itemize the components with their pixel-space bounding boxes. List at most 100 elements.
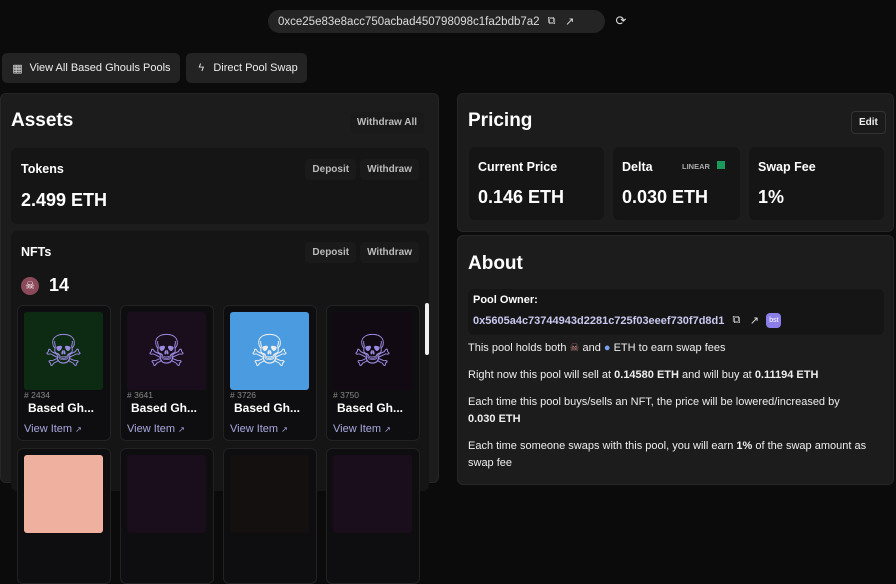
- delta-text: Each time this pool buys/sells an NFT, t…: [468, 394, 888, 428]
- tokens-deposit-button[interactable]: Deposit: [305, 159, 357, 180]
- tokens-value: 2.499 ETH: [21, 190, 108, 210]
- current-price-card: Current Price 0.146 ETH: [469, 147, 604, 220]
- nfts-actions: Deposit Withdraw: [305, 242, 419, 263]
- external-link-icon[interactable]: ↗: [749, 315, 759, 327]
- delta-value: 0.030 ETH: [622, 187, 709, 207]
- fee-a: Each time someone swaps with this pool, …: [468, 440, 734, 452]
- pricing-title: Pricing: [468, 110, 533, 131]
- view-all-label: View All Based Ghouls Pools: [29, 62, 171, 74]
- tokens-card: Tokens Deposit Withdraw 2.499 ETH: [11, 148, 429, 224]
- nft-tile[interactable]: [120, 448, 214, 584]
- view-item-link[interactable]: View Item ↗: [333, 423, 391, 435]
- copy-icon[interactable]: ⧉: [732, 314, 741, 326]
- nft-image: ☠: [24, 312, 103, 390]
- withdraw-all-button[interactable]: Withdraw All: [349, 112, 424, 133]
- external-link-icon: ↗: [281, 425, 288, 434]
- price-text: Right now this pool will sell at 0.14580…: [468, 367, 888, 384]
- owner-badge[interactable]: bst: [766, 313, 782, 328]
- nft-id: # 3750: [333, 390, 359, 400]
- fee-b: of the swap: [755, 440, 812, 452]
- holds-c: ETH to earn swap fees: [613, 342, 726, 354]
- external-link-icon: ↗: [384, 425, 391, 434]
- price-a: Right now this pool will sell at: [468, 369, 612, 381]
- view-item-link[interactable]: View Item ↗: [127, 423, 185, 435]
- scrollbar[interactable]: [425, 303, 429, 355]
- fee-text: Each time someone swaps with this pool, …: [468, 438, 888, 472]
- external-link-icon: ↗: [75, 425, 82, 434]
- view-item-label: View Item: [127, 423, 176, 435]
- nfts-withdraw-button[interactable]: Withdraw: [360, 242, 419, 263]
- direct-pool-swap-button[interactable]: ϟ Direct Pool Swap: [186, 53, 307, 83]
- pricing-panel: Pricing Edit Current Price 0.146 ETH Del…: [457, 93, 894, 232]
- about-panel: About Pool Owner: 0x5605a4c73744943d2281…: [457, 235, 894, 485]
- view-item-label: View Item: [24, 423, 73, 435]
- nft-name: Based Gh...: [131, 401, 198, 415]
- edit-pricing-button[interactable]: Edit: [851, 111, 886, 134]
- collection-skull-icon: ☠: [21, 277, 39, 295]
- pool-owner-address[interactable]: 0x5605a4c73744943d2281c725f03eeef730f7d8…: [473, 314, 725, 327]
- ghoul-icon: ☠: [569, 342, 580, 354]
- current-price-value: 0.146 ETH: [478, 187, 565, 207]
- nft-name: Based Gh...: [234, 401, 301, 415]
- curve-type: LINEAR: [682, 162, 710, 171]
- pool-owner-row: 0x5605a4c73744943d2281c725f03eeef730f7d8…: [473, 313, 782, 328]
- delta-label: Delta: [622, 160, 653, 174]
- pool-owner-box: Pool Owner: 0x5605a4c73744943d2281c725f0…: [468, 289, 884, 335]
- holds-b: and: [582, 342, 601, 354]
- nft-count: 14: [49, 275, 70, 295]
- swap-fee-value: 1%: [758, 187, 785, 207]
- tokens-withdraw-button[interactable]: Withdraw: [360, 159, 419, 180]
- current-price-label: Current Price: [478, 160, 558, 174]
- nft-image: [230, 455, 309, 533]
- tokens-actions: Deposit Withdraw: [305, 159, 419, 180]
- nft-id: # 2434: [24, 390, 50, 400]
- nft-tile[interactable]: ☠ # 3641 Based Gh... View Item ↗: [120, 305, 214, 441]
- tokens-label: Tokens: [21, 162, 64, 176]
- nft-tile[interactable]: ☠ # 3726 Based Gh... View Item ↗: [223, 305, 317, 441]
- nft-image: ☠: [127, 312, 206, 390]
- view-item-label: View Item: [333, 423, 382, 435]
- nfts-card: NFTs Deposit Withdraw ☠ 14 ☠ # 2434 Base…: [11, 231, 429, 584]
- external-link-icon: ↗: [178, 425, 185, 434]
- holds-text: This pool holds both ☠ and ● ETH to earn…: [468, 340, 888, 357]
- about-text: This pool holds both ☠ and ● ETH to earn…: [468, 340, 888, 472]
- direct-swap-label: Direct Pool Swap: [213, 62, 298, 74]
- nft-tile[interactable]: ☠ # 3750 Based Gh... View Item ↗: [326, 305, 420, 441]
- nft-tile[interactable]: [326, 448, 420, 584]
- assets-title: Assets: [11, 110, 74, 131]
- price-b: and will buy at: [682, 369, 752, 381]
- swap-fee-card: Swap Fee 1%: [749, 147, 884, 220]
- pool-owner-label: Pool Owner:: [473, 294, 538, 306]
- nfts-label: NFTs: [21, 245, 52, 259]
- nft-image: [24, 455, 103, 533]
- view-all-pools-button[interactable]: ▦ View All Based Ghouls Pools: [2, 53, 180, 83]
- view-item-label: View Item: [230, 423, 279, 435]
- pool-address: 0xce25e83e8acc750acbad450798098c1fa2bdb7…: [278, 15, 540, 28]
- external-link-icon[interactable]: ↗: [564, 16, 575, 28]
- table-icon: ▦: [12, 62, 23, 75]
- nft-image: [333, 455, 412, 533]
- nft-tile[interactable]: [223, 448, 317, 584]
- nft-image: [127, 455, 206, 533]
- nfts-deposit-button[interactable]: Deposit: [305, 242, 357, 263]
- nft-tile[interactable]: ☠ # 2434 Based Gh... View Item ↗: [17, 305, 111, 441]
- nft-id: # 3641: [127, 390, 153, 400]
- delta-card: Delta LINEAR 0.030 ETH: [613, 147, 740, 220]
- buy-price: 0.11194 ETH: [754, 369, 819, 381]
- swap-fee-label: Swap Fee: [758, 160, 816, 174]
- nft-id: # 3726: [230, 390, 256, 400]
- lightning-icon: ϟ: [198, 62, 205, 74]
- fee-text-2: amount as swap fee: [468, 440, 867, 469]
- view-item-link[interactable]: View Item ↗: [24, 423, 82, 435]
- delta-text-body: Each time this pool buys/sells an NFT, t…: [468, 396, 840, 408]
- assets-panel: Assets Withdraw All Tokens Deposit Withd…: [0, 93, 439, 584]
- copy-icon[interactable]: ⧉: [547, 15, 556, 27]
- refresh-icon[interactable]: ⟳: [615, 13, 627, 28]
- pool-address-pill: 0xce25e83e8acc750acbad450798098c1fa2bdb7…: [268, 10, 605, 33]
- view-item-link[interactable]: View Item ↗: [230, 423, 288, 435]
- nft-image: ☠: [333, 312, 412, 390]
- linear-curve-icon: [717, 161, 725, 169]
- nft-name: Based Gh...: [28, 401, 95, 415]
- nft-tile[interactable]: [17, 448, 111, 584]
- holds-a: This pool holds both: [468, 342, 567, 354]
